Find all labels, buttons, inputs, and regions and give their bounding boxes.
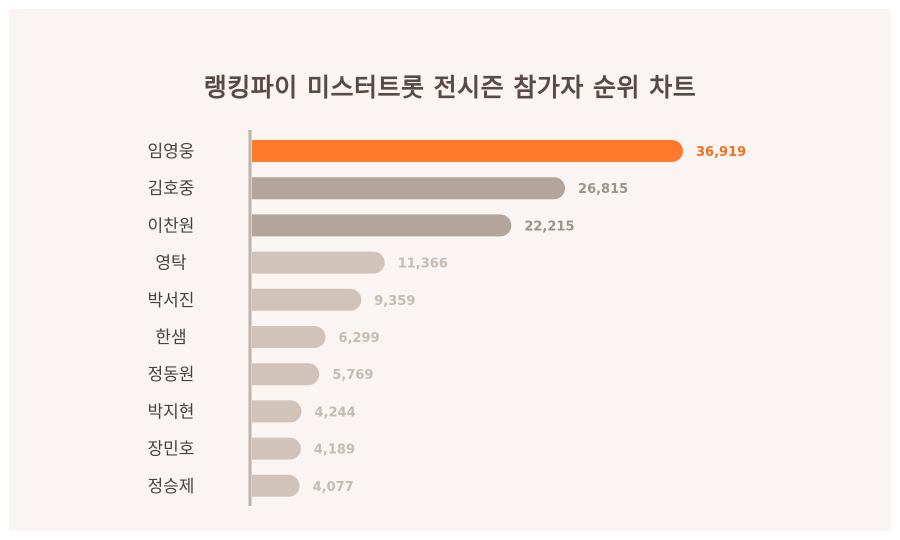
value-label: 26,815 [578,182,628,197]
bar [252,474,300,497]
category-label: 한샘 [155,328,186,348]
category-label: 김호중 [148,179,195,199]
category-label: 영탁 [155,254,187,274]
value-label: 9,359 [374,294,415,309]
bar [252,288,362,311]
category-label: 박지현 [148,402,195,422]
category-label: 장민호 [148,440,195,460]
value-label: 5,769 [332,368,373,383]
bar [252,140,683,162]
bar [252,214,512,237]
value-label: 4,077 [313,480,354,495]
category-label: 박서진 [148,291,195,311]
value-label: 22,215 [524,219,574,234]
value-label: 6,299 [339,331,380,346]
bar [252,363,320,386]
category-label: 이찬원 [148,216,195,236]
value-label: 4,189 [314,443,355,458]
chart-title: 랭킹파이 미스터트롯 전시즌 참가자 순위 차트 [203,73,697,102]
bar [252,251,385,274]
category-label: 임영웅 [148,142,195,162]
bar [252,400,302,423]
chart-card [9,9,891,531]
category-label: 정승제 [148,477,195,497]
value-label: 36,919 [696,145,746,160]
category-label: 정동원 [148,365,195,385]
bar [252,326,326,348]
value-label: 4,244 [315,405,356,420]
bar [252,177,566,200]
value-label: 11,366 [398,257,448,272]
bar [252,437,301,460]
